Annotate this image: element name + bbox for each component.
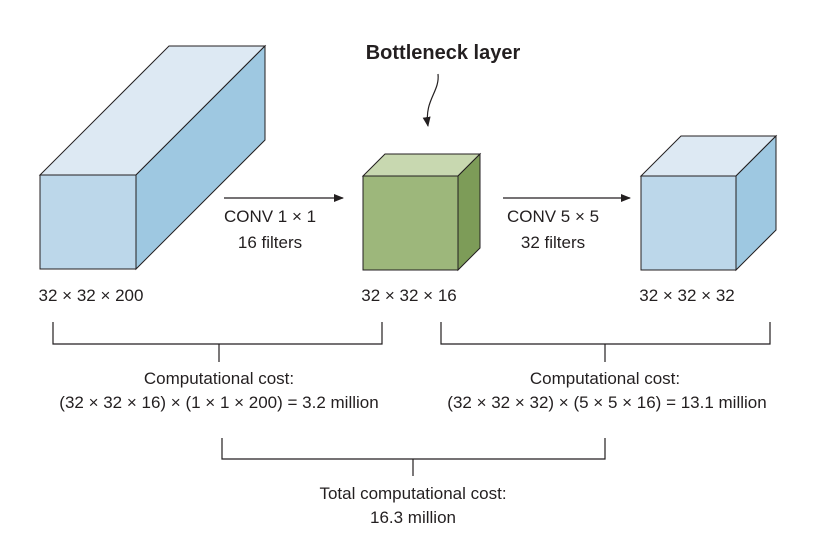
bracket-first-cost <box>52 322 383 345</box>
bottleneck-block-front-face <box>362 175 459 271</box>
bracket-second-cost <box>440 322 771 345</box>
bottleneck-pointer-arrow <box>422 73 439 127</box>
output-block <box>639 134 778 272</box>
input-block <box>38 44 267 271</box>
first-cost-formula: (32 × 32 × 16) × (1 × 1 × 200) = 3.2 mil… <box>59 393 379 412</box>
conv1-label: CONV 1 × 1 <box>223 207 317 226</box>
second-cost-formula: (32 × 32 × 32) × (5 × 5 × 16) = 13.1 mil… <box>447 393 767 412</box>
bottleneck-title: Bottleneck layer <box>365 42 521 64</box>
second-cost-title: Computational cost: <box>529 369 681 388</box>
output-dims-label: 32 × 32 × 32 <box>639 286 735 305</box>
first-cost-title: Computational cost: <box>143 369 295 388</box>
bracket-total-cost <box>221 438 606 460</box>
total-cost-title: Total computational cost: <box>319 484 507 503</box>
bottleneck-block <box>361 152 482 272</box>
conv1-filters-label: 16 filters <box>237 233 303 252</box>
input-dims-label: 32 × 32 × 200 <box>38 286 144 305</box>
output-block-front-face <box>640 175 737 271</box>
input-block-front-face <box>39 174 137 270</box>
conv5-label: CONV 5 × 5 <box>506 207 600 226</box>
total-cost-value: 16.3 million <box>370 508 456 527</box>
bottleneck-dims-label: 32 × 32 × 16 <box>361 286 457 305</box>
conv5-filters-label: 32 filters <box>520 233 586 252</box>
